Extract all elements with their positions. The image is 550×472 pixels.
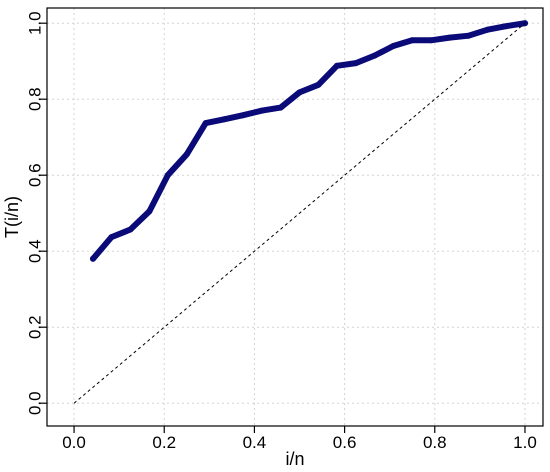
x-tick-label: 0.0 bbox=[62, 433, 86, 452]
data-point bbox=[183, 151, 190, 158]
data-point bbox=[277, 104, 284, 111]
data-point bbox=[240, 112, 247, 119]
data-point bbox=[352, 60, 359, 67]
data-point bbox=[90, 255, 96, 262]
y-tick-label: 0.4 bbox=[26, 239, 45, 263]
data-point bbox=[428, 37, 435, 44]
y-tick-label: 1.0 bbox=[26, 11, 45, 35]
data-point bbox=[164, 172, 171, 179]
data-point bbox=[333, 62, 340, 69]
x-tick-label: 0.8 bbox=[423, 433, 447, 452]
data-point bbox=[202, 120, 209, 127]
data-point bbox=[108, 234, 115, 241]
data-point bbox=[221, 116, 228, 123]
data-point bbox=[315, 81, 322, 88]
series-layer bbox=[73, 20, 528, 404]
data-point bbox=[259, 107, 266, 114]
x-tick-label: 1.0 bbox=[513, 433, 537, 452]
y-tick-label: 0.2 bbox=[26, 315, 45, 339]
y-axis: 0.0 0.2 0.4 0.6 0.8 1.0 bbox=[26, 11, 47, 415]
data-point bbox=[484, 26, 491, 33]
data-point bbox=[390, 43, 397, 49]
data-point bbox=[146, 208, 153, 215]
y-axis-title: T(i/n) bbox=[2, 196, 22, 238]
plot-frame bbox=[46, 7, 544, 427]
x-axis: 0.0 0.2 0.4 0.6 0.8 1.0 bbox=[62, 426, 537, 452]
data-point bbox=[127, 226, 134, 233]
series-line bbox=[90, 20, 528, 262]
data-point bbox=[409, 37, 416, 44]
x-tick-label: 0.4 bbox=[243, 433, 267, 452]
data-point bbox=[522, 20, 528, 27]
x-tick-label: 0.2 bbox=[152, 433, 176, 452]
equality-line bbox=[73, 22, 526, 404]
x-axis-title: i/n bbox=[285, 449, 304, 469]
y-tick-label: 0.6 bbox=[26, 163, 45, 187]
y-tick-label: 0.0 bbox=[26, 391, 45, 415]
x-tick-label: 0.6 bbox=[333, 433, 357, 452]
data-point bbox=[465, 32, 472, 39]
data-point bbox=[296, 89, 303, 96]
data-point bbox=[371, 52, 378, 59]
data-point bbox=[446, 34, 453, 41]
y-tick-label: 0.8 bbox=[26, 87, 45, 111]
data-point bbox=[503, 23, 509, 30]
